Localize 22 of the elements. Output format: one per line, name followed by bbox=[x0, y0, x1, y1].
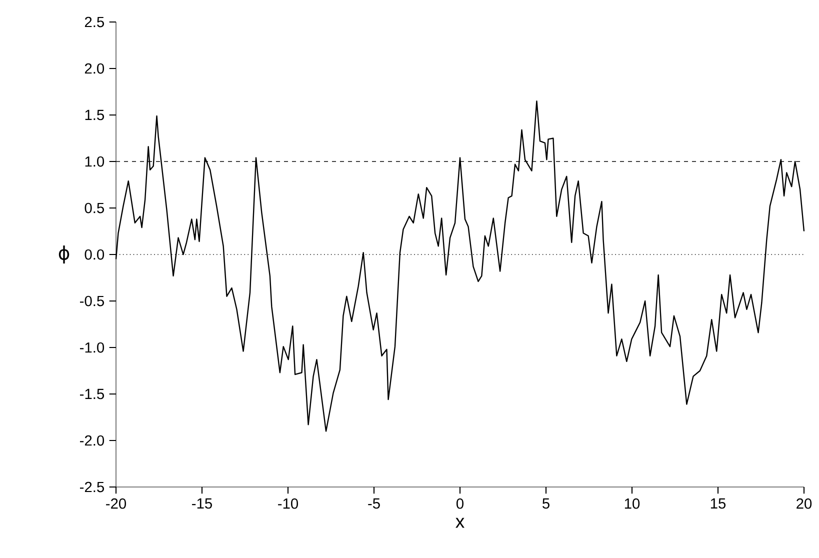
x-tick-label: 15 bbox=[710, 498, 726, 509]
y-tick-label: 2.0 bbox=[84, 63, 104, 74]
y-tick-label: 0.0 bbox=[84, 249, 104, 260]
x-tick-label: 5 bbox=[542, 498, 550, 509]
x-tick-label: 20 bbox=[796, 498, 812, 509]
x-axis-title: x bbox=[456, 518, 464, 528]
y-tick-label: -2.5 bbox=[80, 482, 104, 492]
y-tick-label: -0.5 bbox=[80, 296, 104, 306]
x-tick-label: 0 bbox=[456, 498, 464, 509]
x-tick-label: -15 bbox=[192, 498, 212, 509]
y-axis-title: ϕ bbox=[58, 245, 70, 264]
x-tick-label: 10 bbox=[624, 498, 640, 509]
y-tick-label: 1.0 bbox=[85, 156, 104, 167]
x-tick-label: -20 bbox=[106, 498, 126, 509]
x-tick-label: -5 bbox=[368, 498, 380, 509]
y-tick-label: 1.5 bbox=[85, 110, 104, 120]
y-tick-label: -1.0 bbox=[80, 342, 104, 353]
y-tick-label: 0.5 bbox=[84, 202, 104, 214]
y-tick-label: 2.5 bbox=[84, 16, 104, 28]
y-tick-label: -2.0 bbox=[80, 435, 104, 446]
y-tick-label: -1.5 bbox=[80, 388, 104, 400]
x-tick-label: -10 bbox=[278, 498, 298, 509]
